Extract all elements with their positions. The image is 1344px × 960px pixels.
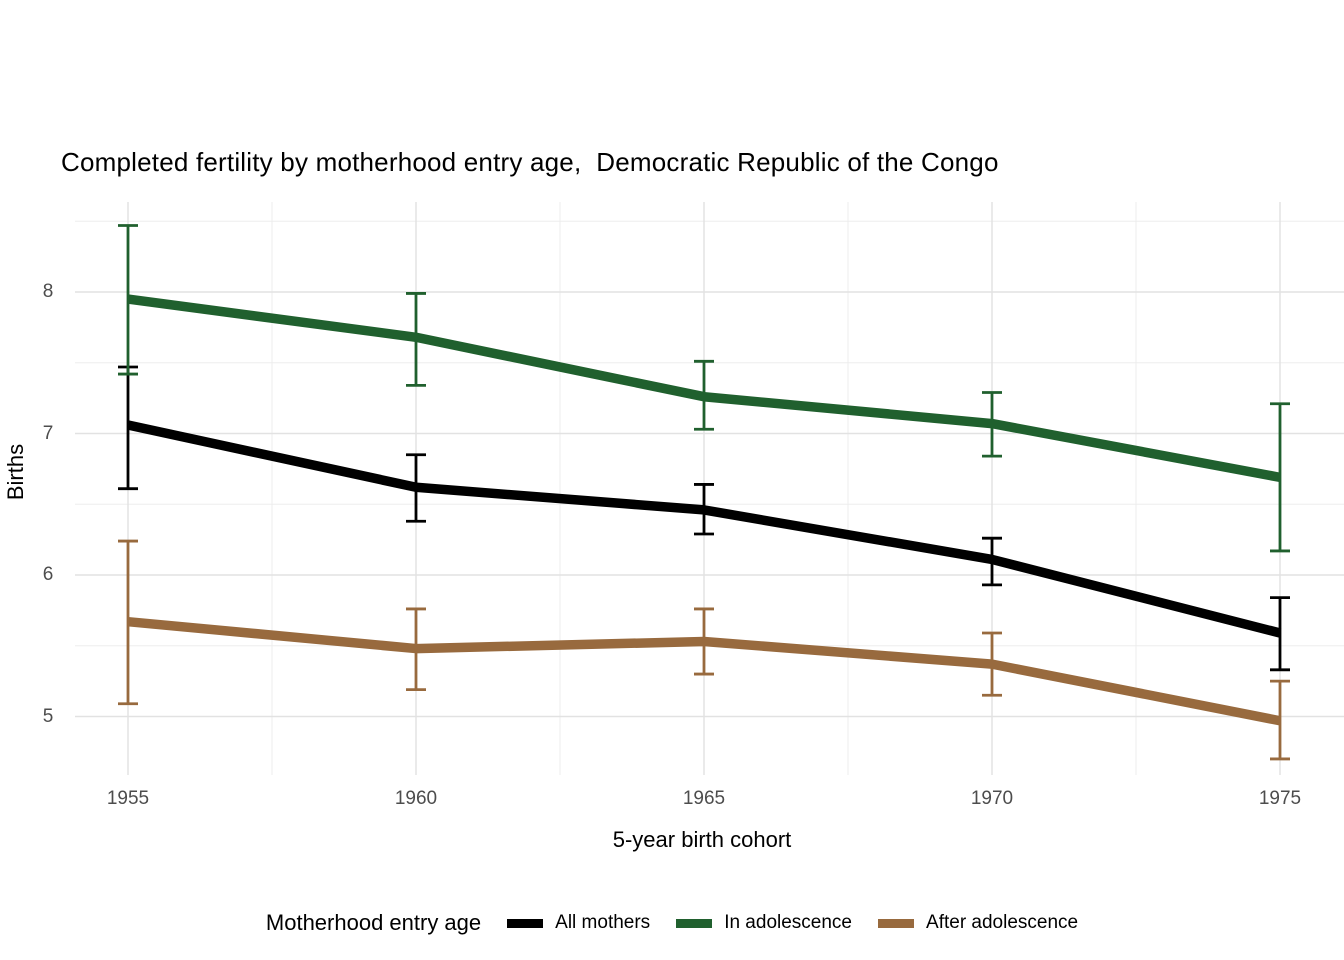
series-line-all-mothers (126, 420, 1282, 638)
x-tick-label: 1960 (394, 788, 438, 809)
y-axis-title: Births (3, 443, 28, 501)
y-tick-label: 8 (42, 281, 54, 302)
legend-item-label: After adolescence (926, 912, 1079, 933)
x-tick-label: 1975 (1258, 788, 1302, 809)
legend-item-label: All mothers (555, 912, 651, 933)
y-tick-label: 6 (42, 564, 54, 585)
y-tick-label: 7 (42, 422, 54, 444)
legend-swatch-icon (507, 918, 544, 928)
legend-swatch-icon (676, 918, 713, 928)
legend: Motherhood entry age All mothers In adole… (0, 903, 1344, 943)
plot-panel (75, 202, 1344, 775)
series-line-after-adolescence (127, 616, 1281, 726)
legend-item: After adolescence (878, 912, 1078, 934)
legend-item: In adolescence (676, 912, 852, 934)
legend-item-label: In adolescence (724, 912, 853, 933)
x-tick-label: 1965 (682, 788, 726, 809)
x-tick-label: 1970 (970, 788, 1014, 809)
legend-swatch-icon (878, 918, 915, 928)
chart-title: Completed fertility by motherhood entry … (61, 147, 999, 177)
series-line-in-adolescence (127, 294, 1281, 483)
legend-items: All mothers In adolescence After adolescen… (507, 912, 1078, 934)
x-axis-title: 5-year birth cohort (612, 827, 792, 852)
legend-title: Motherhood entry age (265, 910, 482, 935)
y-tick-label: 5 (42, 705, 54, 727)
legend-item: All mothers (507, 912, 650, 934)
x-tick-label: 1955 (106, 788, 150, 809)
